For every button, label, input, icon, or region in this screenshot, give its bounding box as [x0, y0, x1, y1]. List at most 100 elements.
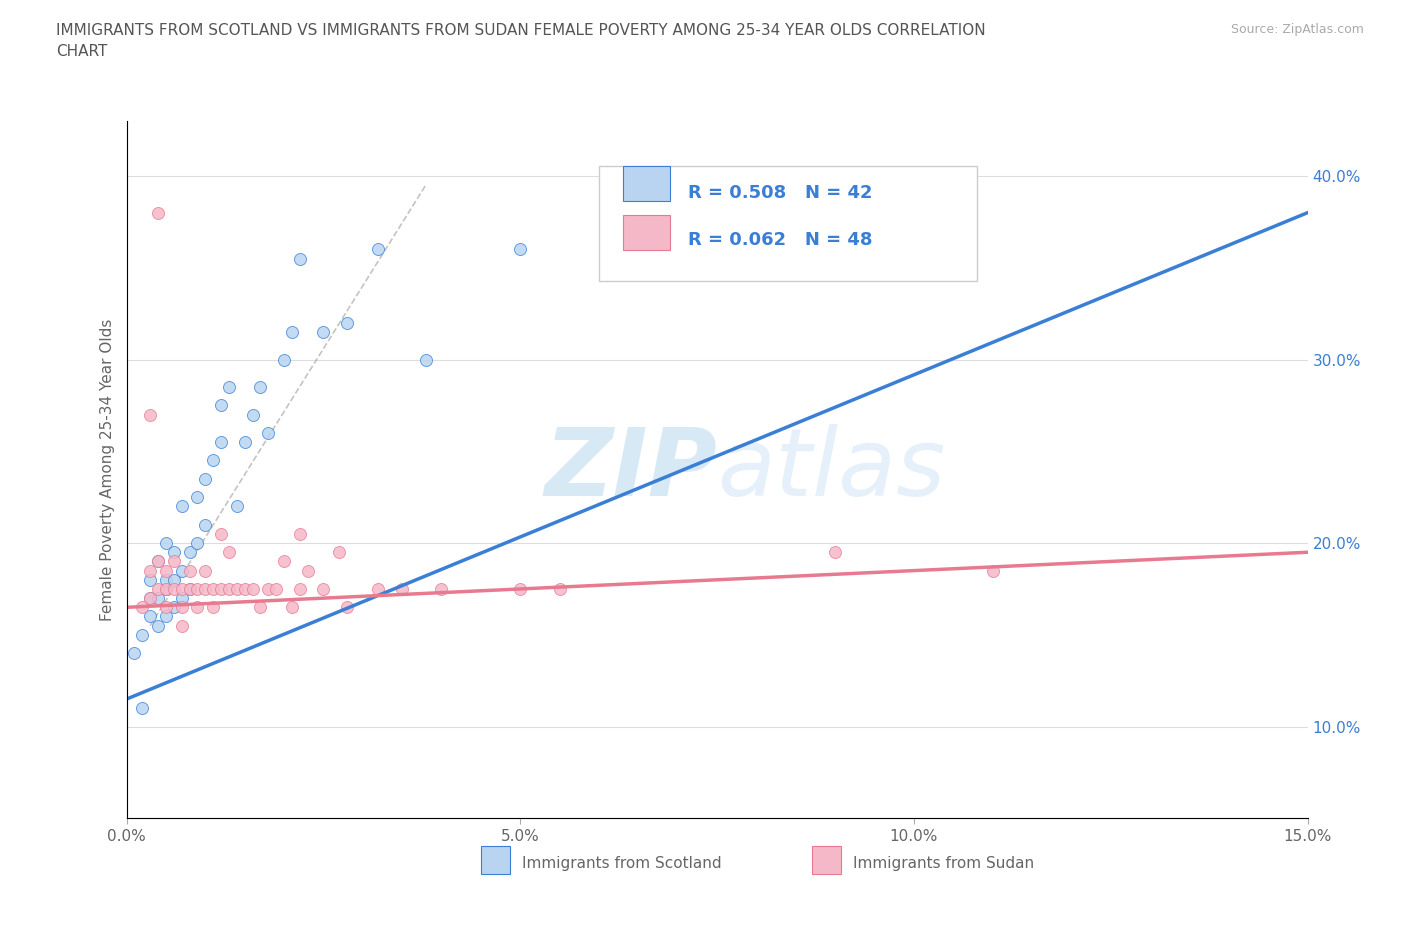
Point [139, 407, 162, 422]
Point [179, 581, 201, 596]
Point [209, 434, 232, 449]
Point [163, 600, 186, 615]
Point [225, 581, 247, 596]
Point [264, 581, 287, 596]
Point [179, 545, 201, 560]
Bar [623, 215, 669, 250]
Point [391, 581, 413, 596]
Point [131, 628, 153, 643]
Point [146, 554, 169, 569]
Point [312, 581, 335, 596]
Point [194, 472, 217, 486]
Point [202, 600, 225, 615]
Point [163, 581, 186, 596]
Point [288, 581, 311, 596]
Point [273, 554, 295, 569]
Point [218, 581, 240, 596]
Point [163, 545, 186, 560]
Point [288, 526, 311, 541]
Point [163, 572, 186, 587]
Text: Immigrants from Sudan: Immigrants from Sudan [853, 857, 1033, 871]
Point [146, 554, 169, 569]
Point [155, 600, 177, 615]
Point [155, 572, 177, 587]
Point [155, 581, 177, 596]
Point [336, 600, 359, 615]
Text: IMMIGRANTS FROM SCOTLAND VS IMMIGRANTS FROM SUDAN FEMALE POVERTY AMONG 25-34 YEA: IMMIGRANTS FROM SCOTLAND VS IMMIGRANTS F… [56, 23, 986, 60]
Point [194, 564, 217, 578]
Point [209, 398, 232, 413]
Point [179, 581, 201, 596]
Y-axis label: Female Poverty Among 25-34 Year Olds: Female Poverty Among 25-34 Year Olds [100, 318, 115, 621]
Point [163, 554, 186, 569]
Point [146, 591, 169, 605]
Point [186, 536, 208, 551]
Point [312, 325, 335, 339]
Point [281, 600, 304, 615]
FancyBboxPatch shape [599, 166, 977, 282]
Point [249, 379, 271, 394]
Point [131, 701, 153, 716]
Point [336, 315, 359, 330]
Point [249, 600, 271, 615]
Point [139, 609, 162, 624]
Point [170, 564, 193, 578]
Point [202, 581, 225, 596]
Text: R = 0.062   N = 48: R = 0.062 N = 48 [688, 231, 872, 249]
Point [233, 581, 256, 596]
Point [297, 564, 319, 578]
Point [218, 379, 240, 394]
Point [273, 352, 295, 367]
Text: R = 0.508   N = 42: R = 0.508 N = 42 [688, 184, 872, 202]
Text: Immigrants from Scotland: Immigrants from Scotland [522, 857, 721, 871]
Bar [481, 846, 510, 874]
Text: atlas: atlas [717, 424, 945, 515]
Point [257, 581, 280, 596]
Point [124, 645, 146, 660]
Point [139, 564, 162, 578]
Point [981, 564, 1004, 578]
Point [146, 206, 169, 220]
Point [430, 581, 453, 596]
Point [367, 581, 389, 596]
Point [155, 609, 177, 624]
Point [170, 600, 193, 615]
Point [281, 325, 304, 339]
Point [225, 498, 247, 513]
Point [509, 242, 531, 257]
Point [170, 498, 193, 513]
Point [209, 526, 232, 541]
Point [186, 600, 208, 615]
Point [186, 581, 208, 596]
Point [548, 581, 571, 596]
Point [139, 572, 162, 587]
Text: ZIP: ZIP [544, 424, 717, 515]
Point [179, 564, 201, 578]
Point [139, 591, 162, 605]
Point [242, 407, 264, 422]
Point [233, 434, 256, 449]
Point [155, 536, 177, 551]
Point [170, 591, 193, 605]
Point [328, 545, 350, 560]
Bar [811, 846, 841, 874]
Point [367, 242, 389, 257]
Point [209, 581, 232, 596]
Point [509, 581, 531, 596]
Point [170, 581, 193, 596]
Point [146, 581, 169, 596]
Point [155, 564, 177, 578]
Point [288, 251, 311, 266]
Point [186, 490, 208, 505]
Point [824, 545, 846, 560]
Point [146, 618, 169, 633]
Point [194, 517, 217, 532]
Point [139, 591, 162, 605]
Point [242, 581, 264, 596]
Text: Source: ZipAtlas.com: Source: ZipAtlas.com [1230, 23, 1364, 36]
Bar [623, 166, 669, 201]
Point [155, 581, 177, 596]
Point [170, 618, 193, 633]
Point [415, 352, 437, 367]
Point [202, 453, 225, 468]
